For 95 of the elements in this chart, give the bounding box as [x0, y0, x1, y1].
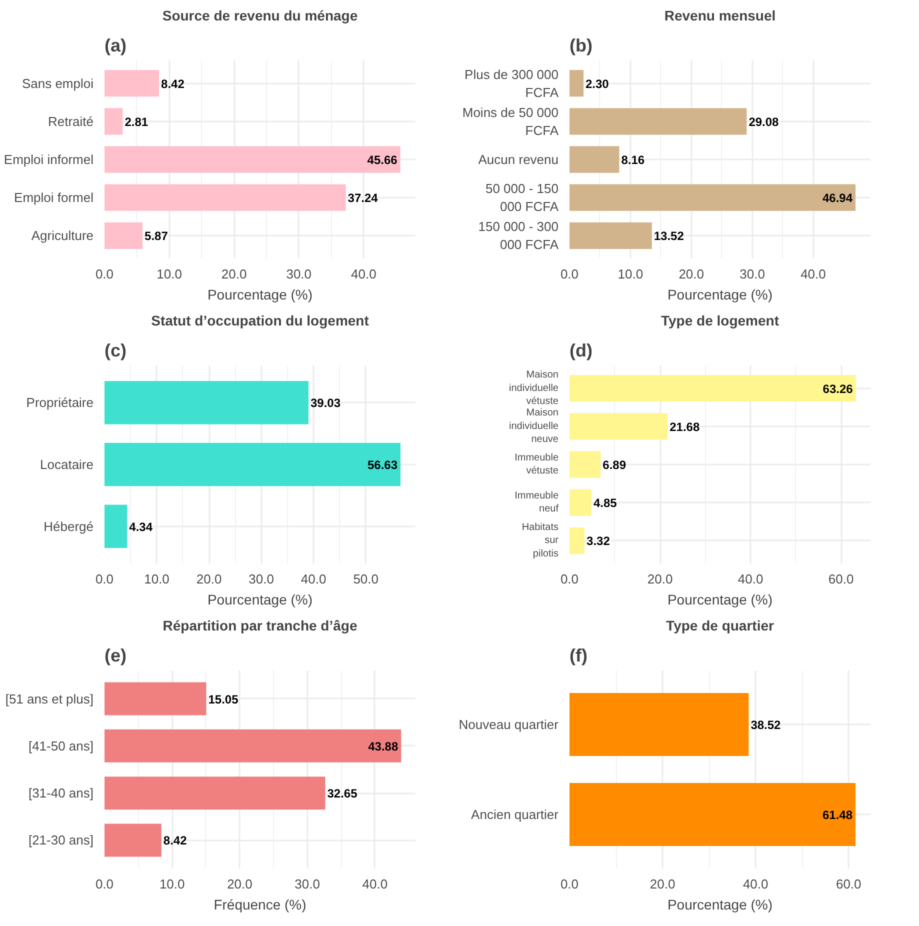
y-tick-label: Maison individuelle neuve [509, 408, 559, 446]
text: (c) [104, 340, 127, 360]
x-axis-title: Pourcentage (%) [667, 592, 773, 608]
y-tick-label: Emploi formel [14, 190, 94, 206]
data-label: 4.85 [593, 496, 618, 510]
chart-title: Revenu mensuel [664, 8, 776, 24]
x-tick-label: 30.0 [294, 876, 320, 892]
x-tick-label: 60.0 [836, 876, 862, 892]
x-tick-label: 40.0 [742, 876, 768, 892]
x-tick-label: 40.0 [351, 266, 376, 282]
x-axis-title: Pourcentage (%) [207, 592, 313, 608]
data-label: 4.34 [129, 520, 153, 534]
x-tick-label: 10.0 [159, 876, 185, 892]
y-tick-label: Retraité [48, 114, 94, 129]
data-label: 38.52 [750, 718, 782, 732]
text: (b) [570, 36, 592, 56]
y-tick-label: Propriétaire [26, 395, 94, 410]
y-tick-label: Aucun revenu [478, 152, 559, 167]
data-label: 5.87 [144, 229, 168, 244]
data-label: 56.63 [367, 458, 398, 472]
text: (d) [570, 340, 592, 360]
y-tick-label: Moins de 50 000 FCFA [462, 104, 559, 138]
x-tick-label: 20.0 [650, 876, 676, 892]
y-tick-label: Hébergé [44, 518, 94, 534]
x-tick-label: 0.0 [560, 266, 579, 282]
x-tick-label: 20.0 [227, 876, 252, 892]
x-tick-label: 0.0 [560, 876, 579, 892]
data-label: 39.03 [310, 396, 341, 410]
y-tick-label: Agriculture [31, 228, 94, 244]
y-tick-label: [51 ans et plus] [5, 691, 94, 706]
data-label: 2.30 [586, 76, 610, 91]
x-tick-label: 0.0 [95, 266, 114, 282]
x-tick-label: 30.0 [286, 266, 312, 282]
y-tick-label: 50 000 - 150 000 FCFA [485, 181, 559, 214]
x-tick-label: 30.0 [740, 266, 765, 282]
chart-title: Répartition par tranche d’âge [162, 618, 358, 634]
x-axis-title: Pourcentage (%) [667, 286, 773, 302]
data-label: 2.81 [124, 114, 148, 129]
data-label: 13.52 [654, 229, 684, 244]
x-tick-label: 40.0 [738, 572, 764, 586]
x-tick-label: 40.0 [300, 572, 326, 586]
y-tick-label: Maison individuelle vétuste [509, 370, 559, 408]
data-label: 32.65 [327, 786, 358, 801]
y-tick-label: Immeuble vétuste [514, 452, 559, 477]
y-tick-label: Ancien quartier [471, 807, 560, 822]
x-tick-label: 60.0 [828, 572, 854, 586]
x-tick-label: 10.0 [144, 572, 170, 586]
text: (e) [104, 646, 127, 666]
x-axis-title: Pourcentage (%) [667, 896, 773, 912]
chart-title: Type de logement [661, 312, 780, 328]
y-tick-label: [41-50 ans] [28, 738, 94, 754]
data-label: 15.05 [208, 692, 239, 706]
data-label: 29.08 [748, 114, 780, 129]
data-label: 8.42 [163, 834, 188, 848]
y-tick-label: Sans emploi [22, 76, 94, 91]
x-axis-title: Fréquence (%) [214, 896, 306, 912]
y-tick-label: [31-40 ans] [28, 786, 94, 801]
data-label: 46.94 [822, 191, 853, 206]
x-axis-title: Pourcentage (%) [207, 286, 313, 302]
y-tick-label: Emploi informel [4, 152, 94, 167]
x-tick-label: 10.0 [618, 266, 644, 282]
x-tick-label: 20.0 [221, 266, 247, 282]
x-tick-label: 0.0 [95, 572, 114, 586]
data-label: 37.24 [348, 191, 378, 206]
data-label: 8.42 [161, 76, 185, 91]
chart-title: Type de quartier [666, 618, 774, 634]
x-tick-label: 0.0 [95, 876, 114, 892]
x-tick-label: 20.0 [678, 266, 704, 282]
x-tick-label: 40.0 [800, 266, 826, 282]
x-tick-label: 30.0 [248, 572, 274, 586]
data-label: 6.89 [602, 458, 626, 472]
y-tick-label: Immeuble neuf [514, 490, 559, 515]
data-label: 61.48 [822, 808, 853, 822]
data-label: 21.68 [670, 420, 700, 434]
data-label: 63.26 [822, 382, 854, 396]
x-tick-label: 40.0 [362, 876, 388, 892]
x-tick-label: 20.0 [647, 572, 673, 586]
x-tick-label: 0.0 [560, 572, 579, 586]
data-label: 43.88 [368, 739, 398, 754]
chart-title: Statut d’occupation du logement [151, 312, 370, 328]
chart-title: Source de revenu du ménage [162, 8, 358, 24]
y-tick-label: 150 000 - 300 000 FCFA [478, 219, 559, 252]
y-tick-label: Habitats sur pilotis [522, 522, 560, 560]
text: (a) [104, 36, 127, 56]
y-tick-label: Plus de 300 000 FCFA [464, 66, 559, 100]
x-tick-label: 10.0 [156, 266, 182, 282]
data-label: 8.16 [621, 153, 645, 167]
y-tick-label: Nouveau quartier [458, 717, 560, 732]
x-tick-label: 20.0 [196, 572, 222, 586]
y-tick-label: [21-30 ans] [28, 832, 94, 848]
y-tick-label: Locataire [40, 457, 94, 472]
x-tick-label: 50.0 [353, 572, 379, 586]
data-label: 3.32 [586, 534, 610, 548]
data-label: 45.66 [367, 153, 398, 167]
text: (f) [570, 646, 588, 666]
